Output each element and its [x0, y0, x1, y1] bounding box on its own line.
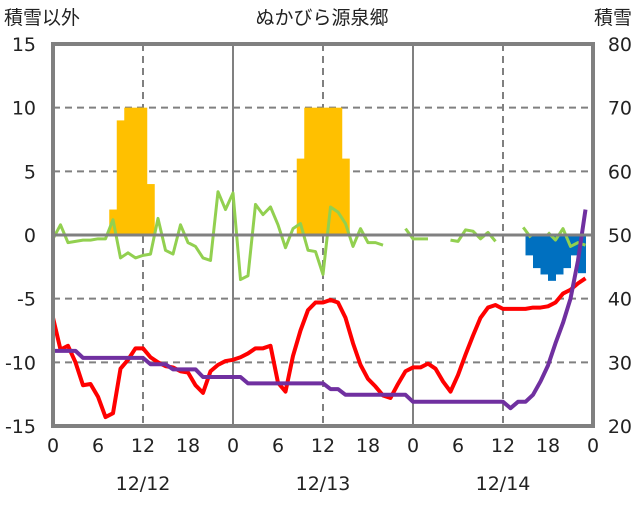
negative-bar: [548, 235, 556, 281]
x-tick-label: 0: [227, 435, 239, 457]
snowfall-bar: [131, 107, 140, 235]
chart-title: ぬかびら源泉郷: [255, 7, 388, 29]
x-tick-label: 6: [452, 435, 464, 457]
x-tick-label: 12: [491, 435, 515, 457]
x-tick-label: 18: [176, 435, 200, 457]
snowfall-bar: [146, 184, 155, 235]
x-tick-label: 18: [536, 435, 560, 457]
snowfall-bar: [334, 107, 343, 235]
snowfall-bar: [139, 107, 148, 235]
left-tick-label: -5: [17, 289, 36, 311]
snowfall-bar: [296, 158, 305, 235]
snowfall-bar: [326, 107, 335, 235]
x-tick-label: 0: [407, 435, 419, 457]
right-tick-label: 40: [608, 289, 632, 311]
snowfall-bar: [341, 158, 350, 235]
negative-bar: [563, 235, 571, 269]
x-tick-label: 18: [356, 435, 380, 457]
left-tick-label: 5: [24, 161, 36, 183]
right-tick-label: 50: [608, 225, 632, 247]
green-series-line: [450, 228, 497, 243]
negative-bar: [555, 235, 564, 275]
right-tick-label: 20: [608, 416, 632, 438]
left-tick-label: 0: [24, 225, 36, 247]
negative-bar: [540, 235, 549, 275]
date-label: 12/12: [116, 473, 171, 495]
right-tick-label: 30: [608, 352, 632, 374]
negative-bar: [525, 235, 534, 256]
snow-depth-line: [53, 209, 588, 411]
snowfall-bar: [116, 120, 125, 235]
snowfall-bar: [124, 107, 133, 235]
negative-bar: [533, 235, 541, 269]
x-tick-label: 12: [311, 435, 335, 457]
right-axis-title: 積雪: [594, 7, 632, 29]
green-series-line: [51, 190, 384, 282]
x-tick-label: 6: [92, 435, 104, 457]
snowfall-bar: [319, 107, 328, 235]
left-tick-label: 15: [12, 34, 36, 56]
red-series-line: [51, 276, 587, 420]
snowfall-bar: [304, 107, 313, 235]
snowfall-bar: [311, 107, 320, 235]
date-label: 12/13: [296, 473, 351, 495]
left-axis-title: 積雪以外: [4, 7, 80, 29]
left-tick-label: -15: [5, 416, 36, 438]
x-tick-label: 12: [131, 435, 155, 457]
right-tick-label: 70: [608, 98, 632, 120]
x-tick-label: 6: [272, 435, 284, 457]
right-tick-label: 60: [608, 161, 632, 183]
right-tick-label: 80: [608, 34, 632, 56]
x-tick-label: 0: [587, 435, 599, 457]
left-tick-label: -10: [5, 352, 36, 374]
date-label: 12/14: [476, 473, 531, 495]
plot-frame: [51, 42, 595, 428]
x-tick-label: 0: [47, 435, 59, 457]
left-tick-label: 10: [12, 98, 36, 120]
negative-bar: [578, 235, 586, 274]
